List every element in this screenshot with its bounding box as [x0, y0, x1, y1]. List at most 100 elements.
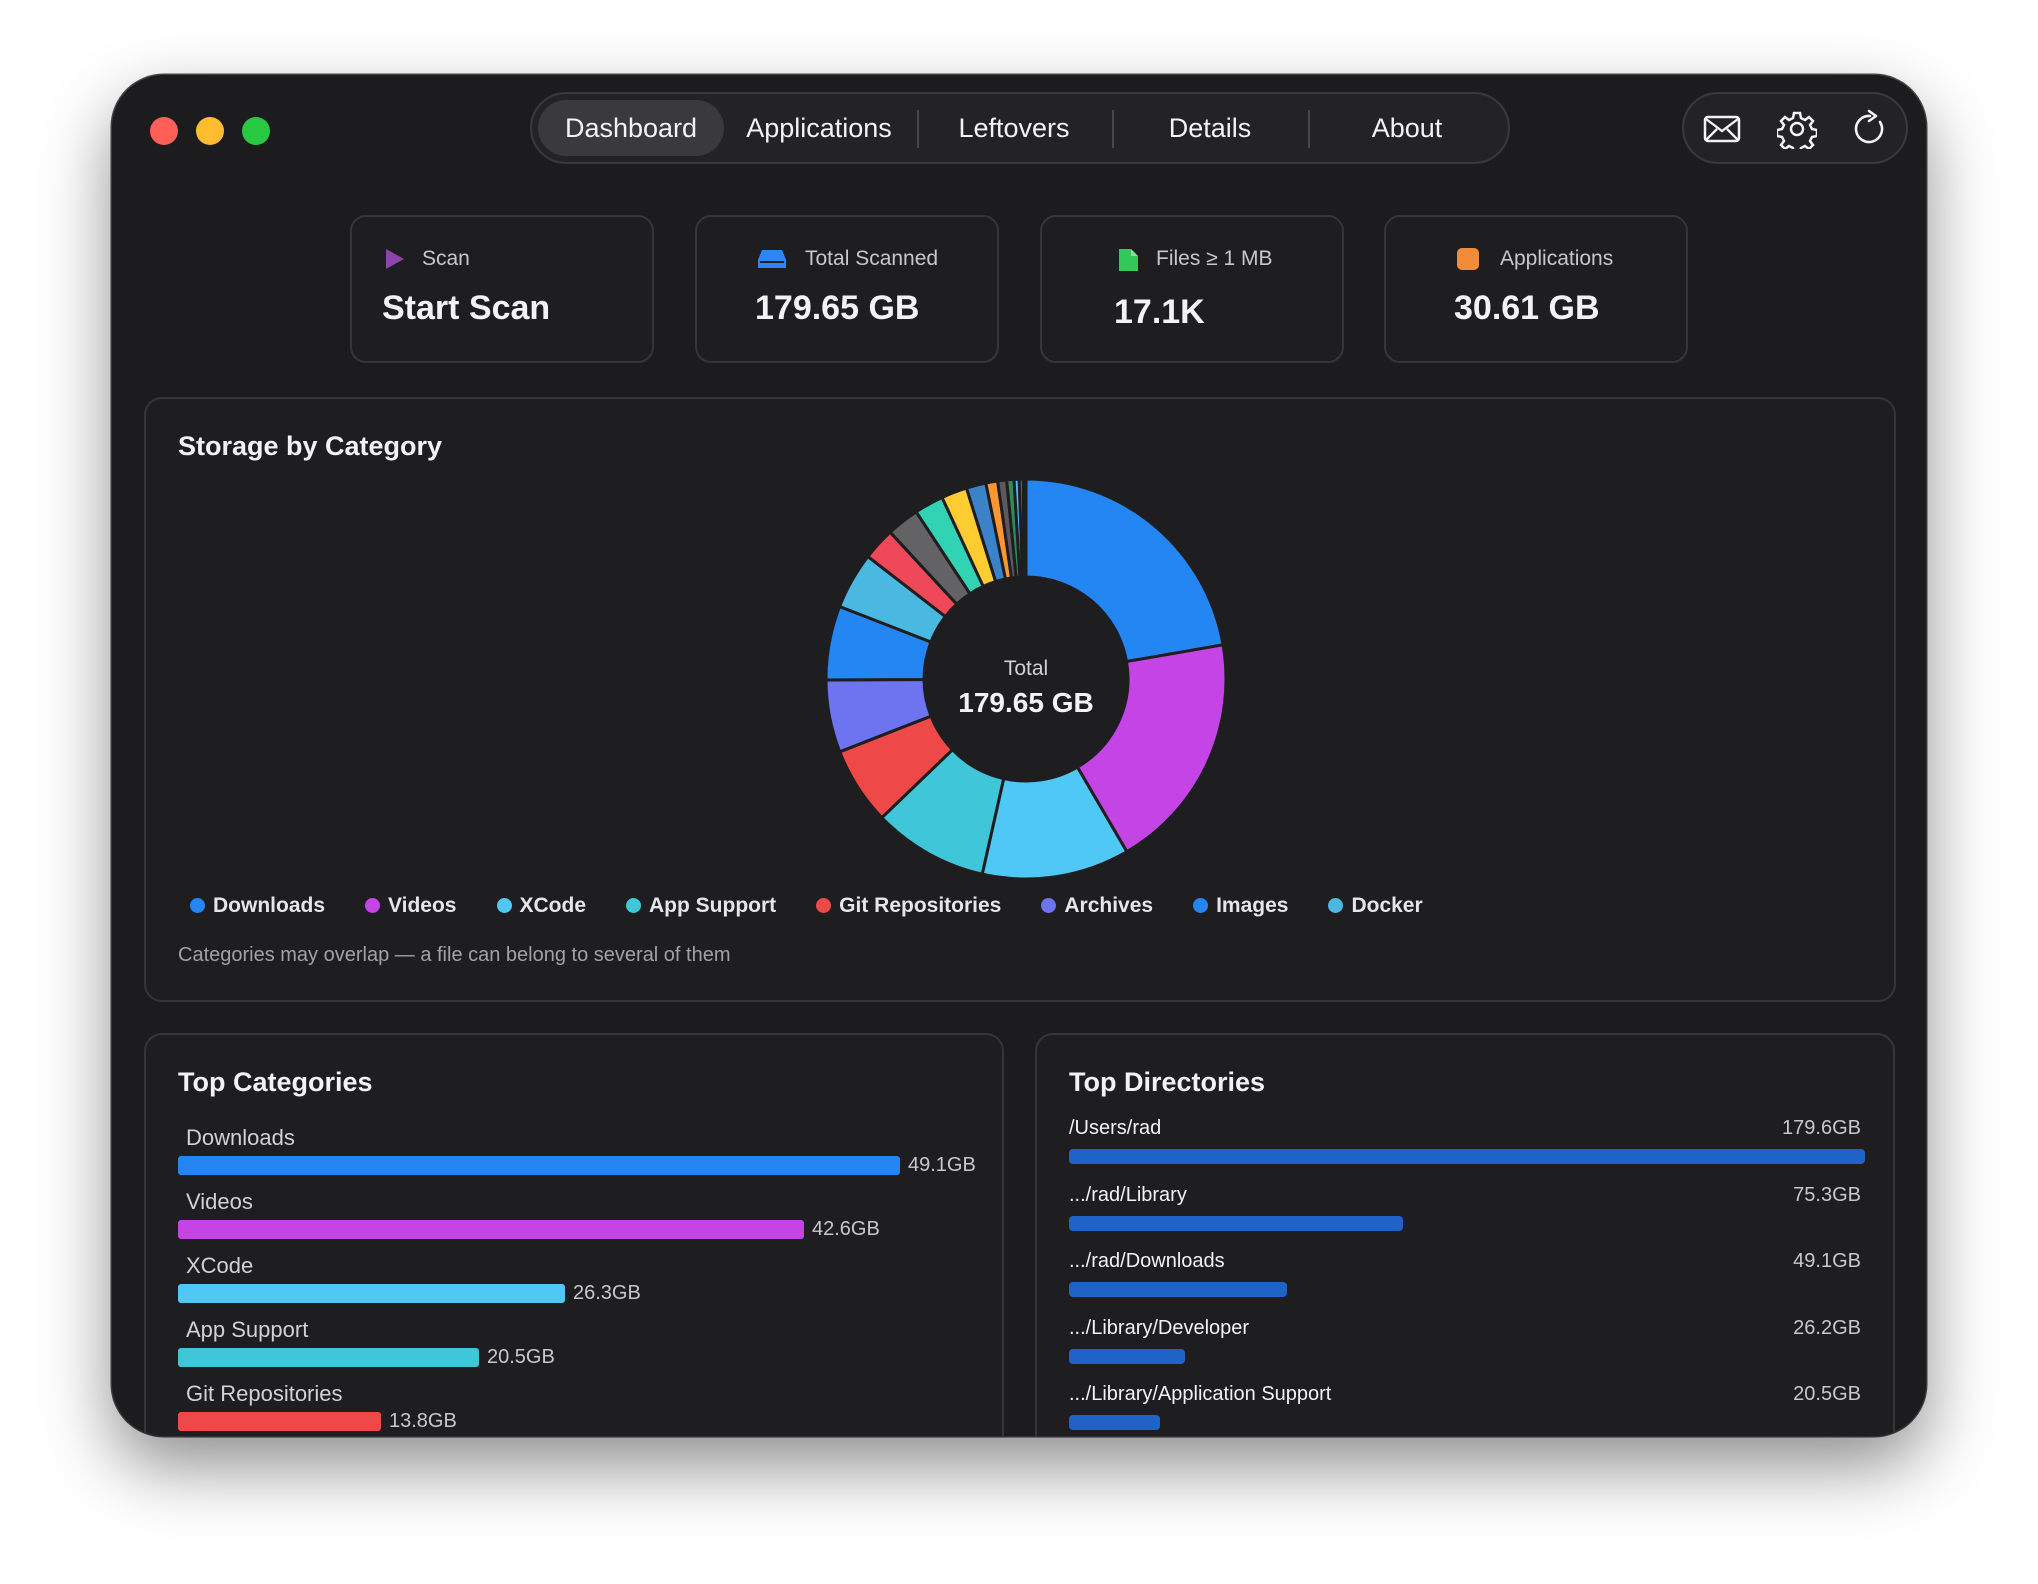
- donut-slice[interactable]: [1024, 477, 1225, 664]
- donut-center-label: Total: [1003, 657, 1049, 680]
- legend-label: Images: [1216, 894, 1289, 917]
- legend-dot: [816, 898, 832, 913]
- directory-size: 179.6GB: [1782, 1117, 1861, 1139]
- minimize-window-button[interactable]: [196, 117, 224, 145]
- directory-bar: [1069, 1415, 1160, 1430]
- directory-path[interactable]: .../rad/Library: [1069, 1183, 1187, 1206]
- tab-separator: [1308, 110, 1310, 148]
- category-label: Videos: [186, 1189, 253, 1214]
- category-bar: [178, 1220, 804, 1239]
- start-scan-button[interactable]: Start Scan: [382, 289, 551, 327]
- category-value: 20.5GB: [487, 1346, 555, 1368]
- legend-dot: [190, 898, 205, 913]
- card-value: 17.1K: [1114, 293, 1205, 331]
- legend-label: Git Repositories: [839, 894, 1002, 917]
- legend-item: App Support: [626, 894, 776, 918]
- legend-dot: [626, 898, 642, 913]
- scan-card[interactable]: Scan Start Scan: [350, 215, 654, 363]
- category-value: 13.8GB: [389, 1410, 457, 1432]
- category-label: XCode: [186, 1253, 254, 1278]
- tab-leftovers[interactable]: Leftovers: [958, 113, 1070, 143]
- category-value: 49.1GB: [908, 1154, 976, 1176]
- legend-dot: [496, 898, 512, 913]
- category-label: Downloads: [186, 1125, 295, 1150]
- directory-bar: [1069, 1348, 1185, 1364]
- applications-card: Applications 30.61 GB: [1384, 215, 1688, 363]
- directory-size: 26.2GB: [1793, 1316, 1861, 1339]
- donut-center-value: 179.65 GB: [958, 687, 1094, 718]
- tab-about[interactable]: About: [1371, 113, 1443, 143]
- tab-separator: [1112, 110, 1114, 148]
- legend-label: XCode: [519, 894, 587, 917]
- refresh-icon[interactable]: [1850, 109, 1890, 149]
- overlap-note: Categories may overlap — a file can belo…: [178, 944, 731, 966]
- card-label: Applications: [1500, 247, 1614, 270]
- directory-bar: [1069, 1149, 1865, 1164]
- legend-label: Downloads: [213, 894, 326, 917]
- zoom-window-button[interactable]: [242, 117, 270, 145]
- card-value: 179.65 GB: [755, 289, 920, 327]
- donut-slice[interactable]: [1021, 477, 1028, 579]
- panel-title: Storage by Category: [178, 431, 443, 461]
- card-label: Total Scanned: [805, 247, 939, 270]
- close-window-button[interactable]: [150, 117, 178, 145]
- category-bar: [178, 1348, 479, 1367]
- top-categories-panel: Top Categories Downloads 49.1GB Videos 42.6…: [144, 1033, 1004, 1436]
- directory-size: 49.1GB: [1793, 1250, 1861, 1272]
- files-card: Files ≥ 1 MB 17.1K: [1040, 215, 1344, 363]
- directory-path[interactable]: .../rad/Downloads: [1069, 1250, 1225, 1272]
- mail-icon[interactable]: [1702, 109, 1742, 149]
- gear-icon[interactable]: [1775, 109, 1819, 155]
- play-icon: [382, 247, 406, 271]
- directory-bar: [1069, 1215, 1403, 1231]
- chart-legend: Downloads Videos XCode App Support Git Repos…: [190, 894, 1463, 928]
- legend-item: XCode: [496, 894, 587, 918]
- category-bar: [178, 1156, 900, 1175]
- tab-applications[interactable]: Applications: [746, 113, 892, 143]
- category-label: App Support: [186, 1317, 309, 1342]
- panel-title: Top Categories: [178, 1067, 373, 1097]
- legend-item: Images: [1193, 894, 1288, 918]
- legend-dot: [1328, 898, 1344, 913]
- category-value: 42.6GB: [812, 1218, 880, 1240]
- category-bar: [178, 1412, 381, 1431]
- card-label: Scan: [422, 247, 470, 270]
- tab-dashboard[interactable]: Dashboard: [538, 100, 724, 156]
- total-scanned-card: Total Scanned 179.65 GB: [695, 215, 999, 363]
- storage-by-category-panel: Storage by Category Total 179.65 GB Down…: [144, 397, 1896, 1002]
- file-icon: [1116, 247, 1140, 271]
- legend-dot: [1193, 898, 1209, 913]
- legend-item: Videos: [365, 894, 457, 918]
- tab-details[interactable]: Details: [1168, 113, 1252, 143]
- legend-label: App Support: [649, 894, 777, 917]
- category-label: Git Repositories: [186, 1381, 343, 1406]
- legend-dot: [365, 898, 381, 913]
- top-directories-panel: Top Directories /Users/rad 179.6GB .../rad…: [1035, 1033, 1895, 1436]
- legend-item: Git Repositories: [816, 894, 1001, 918]
- drive-icon: [757, 247, 787, 271]
- card-value: 30.61 GB: [1454, 289, 1600, 327]
- directory-size: 75.3GB: [1793, 1183, 1861, 1206]
- legend-dot: [1041, 898, 1057, 913]
- legend-label: Videos: [388, 894, 457, 917]
- tab-bar: Dashboard Applications Leftovers Details…: [530, 92, 1510, 164]
- legend-label: Docker: [1351, 894, 1423, 917]
- app-icon: [1456, 247, 1480, 271]
- donut-chart: Total 179.65 GB: [821, 474, 1231, 884]
- card-label: Files ≥ 1 MB: [1156, 247, 1273, 270]
- legend-item: Downloads: [190, 894, 325, 918]
- category-bar: [178, 1284, 565, 1303]
- directory-path[interactable]: .../Library/Developer: [1069, 1316, 1250, 1339]
- directory-size: 20.5GB: [1793, 1383, 1861, 1405]
- category-value: 26.3GB: [573, 1282, 641, 1304]
- directory-path[interactable]: /Users/rad: [1069, 1117, 1162, 1139]
- directory-path[interactable]: .../Library/Application Support: [1069, 1383, 1332, 1405]
- legend-label: Archives: [1064, 894, 1154, 917]
- app-window: Dashboard Applications Leftovers Details…: [112, 75, 1926, 1436]
- legend-item: Docker: [1328, 894, 1423, 918]
- donut-svg: [824, 477, 1228, 881]
- directory-bar: [1069, 1282, 1287, 1297]
- panel-title: Top Directories: [1069, 1067, 1266, 1097]
- donut-slice[interactable]: [1075, 643, 1228, 854]
- legend-item: Archives: [1041, 894, 1153, 918]
